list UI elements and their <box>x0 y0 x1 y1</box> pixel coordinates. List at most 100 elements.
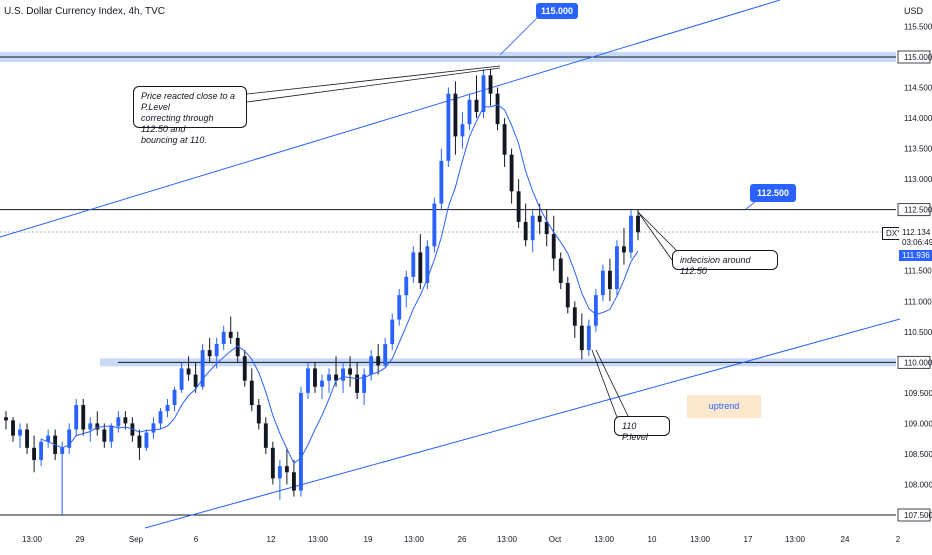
candle-body <box>200 350 205 387</box>
candle-body <box>355 374 360 393</box>
candle-body <box>593 295 598 326</box>
callout-peak-line-3: bouncing at 110. <box>141 135 207 145</box>
candle-body <box>425 246 430 283</box>
candle-body <box>151 423 156 433</box>
y-tick-label: 110.500 <box>904 328 932 337</box>
candle-body <box>207 350 212 357</box>
x-tick-label: 12 <box>267 535 276 544</box>
candle-body <box>270 447 275 479</box>
callout-indecision-leader-1 <box>637 211 679 253</box>
chart-title: U.S. Dollar Currency Index, 4h, TVC <box>4 6 165 17</box>
candle-body <box>537 215 542 222</box>
candle-body <box>313 368 317 387</box>
x-tick-label: 13:00 <box>594 535 615 544</box>
candle-body <box>467 99 472 125</box>
candle-body <box>348 368 353 375</box>
callout-indecision: indecision around 112.50 <box>672 250 778 276</box>
callout-peak-leader-2 <box>246 67 501 103</box>
candle-body <box>291 472 296 491</box>
candle-body <box>460 124 465 137</box>
y-tick-label: 115.000 <box>904 53 932 62</box>
candle-body <box>102 429 107 442</box>
callout-peak-line-1: Price reacted close to a P.Level <box>141 91 236 112</box>
candle-body <box>116 417 121 427</box>
x-tick-label: 13:00 <box>690 535 711 544</box>
x-tick-label: Oct <box>549 535 562 544</box>
y-tick-label: 109.500 <box>904 389 932 398</box>
y-tick-label: 113.500 <box>904 145 932 154</box>
y-tick-label: 114.500 <box>904 84 932 93</box>
candle-body <box>4 417 8 421</box>
moving-average-line <box>40 104 639 464</box>
candle-body <box>284 466 289 473</box>
candle-body <box>572 307 577 326</box>
channel-upper-line <box>0 0 781 238</box>
candle-body <box>376 356 381 366</box>
candle-body <box>123 417 128 424</box>
candle-body <box>502 124 507 155</box>
y-tick-label: 113.000 <box>904 175 932 184</box>
candle-body <box>362 374 367 393</box>
level-tag-112-5: 112.500 <box>750 184 797 202</box>
candle-body <box>636 215 640 233</box>
candle-body <box>306 368 310 393</box>
candle-body <box>158 411 163 424</box>
candle-body <box>95 423 100 430</box>
candle-body <box>320 380 324 387</box>
candle-body <box>277 466 282 479</box>
x-tick-label: 13:00 <box>22 535 43 544</box>
candle-body <box>488 75 493 94</box>
tag-115-leader <box>499 14 541 56</box>
y-tick-label: 115.500 <box>904 22 932 31</box>
candle-body <box>186 368 191 375</box>
candle-body <box>263 423 268 448</box>
candle-body <box>509 154 514 192</box>
candle-body <box>390 319 395 345</box>
candle-body <box>179 368 184 390</box>
y-tick-label: 108.000 <box>904 480 932 489</box>
x-tick-label: 13:00 <box>404 535 425 544</box>
channel-lower-line <box>144 318 901 529</box>
callout-peak-leader-1 <box>246 65 501 95</box>
callout-level-leader-2 <box>595 349 629 417</box>
candle-body <box>600 270 605 296</box>
candle-body <box>495 93 500 125</box>
y-tick-label: 109.000 <box>904 419 932 428</box>
x-tick-label: 2 <box>896 535 901 544</box>
ma-value-tag: 111.936 <box>899 250 932 261</box>
candle-body <box>579 325 584 351</box>
uptrend-label: uptrend <box>687 395 761 418</box>
countdown-tag: 03:06:49 <box>899 238 932 247</box>
level-price-box <box>897 508 931 522</box>
candle-body <box>334 374 338 381</box>
candle-body <box>172 389 177 406</box>
x-tick-label: 17 <box>744 535 753 544</box>
candle-body <box>586 325 591 351</box>
x-tick-label: 19 <box>364 535 373 544</box>
x-tick-label: 26 <box>458 535 467 544</box>
candle-body <box>558 258 563 283</box>
candle-body <box>81 405 86 430</box>
callout-indecision-leader-2 <box>637 211 673 261</box>
candle-body <box>46 435 51 442</box>
candle-body <box>411 252 416 277</box>
x-tick-label: 6 <box>194 535 199 544</box>
level-price-box <box>897 355 931 369</box>
candle-body <box>60 447 65 454</box>
x-tick-label: Sep <box>129 535 144 544</box>
candle-body <box>523 221 528 241</box>
candle-body <box>221 331 226 345</box>
candle-body <box>439 160 444 204</box>
candle-body <box>530 215 535 241</box>
candle-body <box>622 246 626 253</box>
y-tick-label: 110.000 <box>904 358 932 367</box>
candle-body <box>228 331 233 338</box>
candle-body <box>299 392 303 491</box>
last-price-tag: 112.134 <box>899 227 932 238</box>
candle-body <box>565 282 570 308</box>
candle-body <box>235 337 240 357</box>
y-tick-label: 114.000 <box>904 114 932 123</box>
candle-body <box>383 344 388 366</box>
